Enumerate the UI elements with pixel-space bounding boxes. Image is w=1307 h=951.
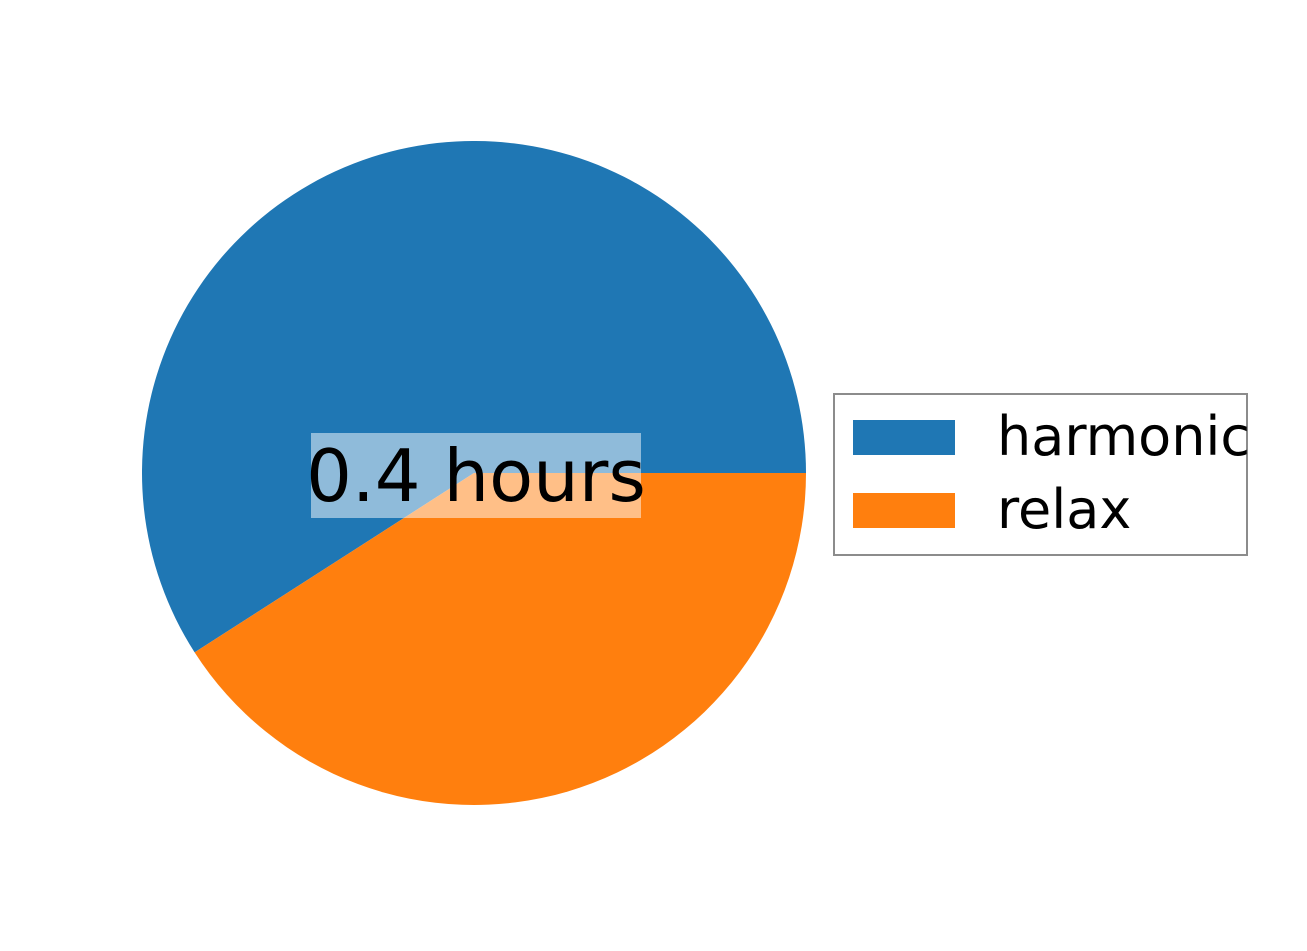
legend-label-relax: relax — [997, 478, 1132, 541]
pie-chart-area — [142, 141, 807, 806]
legend-swatch-harmonic — [853, 419, 955, 455]
legend-item-relax[interactable]: relax — [853, 478, 1132, 541]
pie-slice-group — [142, 141, 806, 805]
chart-legend: harmonic relax — [833, 393, 1250, 556]
legend-item-harmonic[interactable]: harmonic — [853, 405, 1251, 468]
legend-label-harmonic: harmonic — [997, 405, 1251, 468]
pie-slice-relax[interactable] — [194, 473, 806, 805]
pie-svg — [142, 141, 806, 805]
legend-item-list: harmonic relax — [835, 395, 1250, 554]
pie-slice-harmonic[interactable] — [142, 141, 806, 653]
legend-swatch-relax — [853, 492, 955, 528]
